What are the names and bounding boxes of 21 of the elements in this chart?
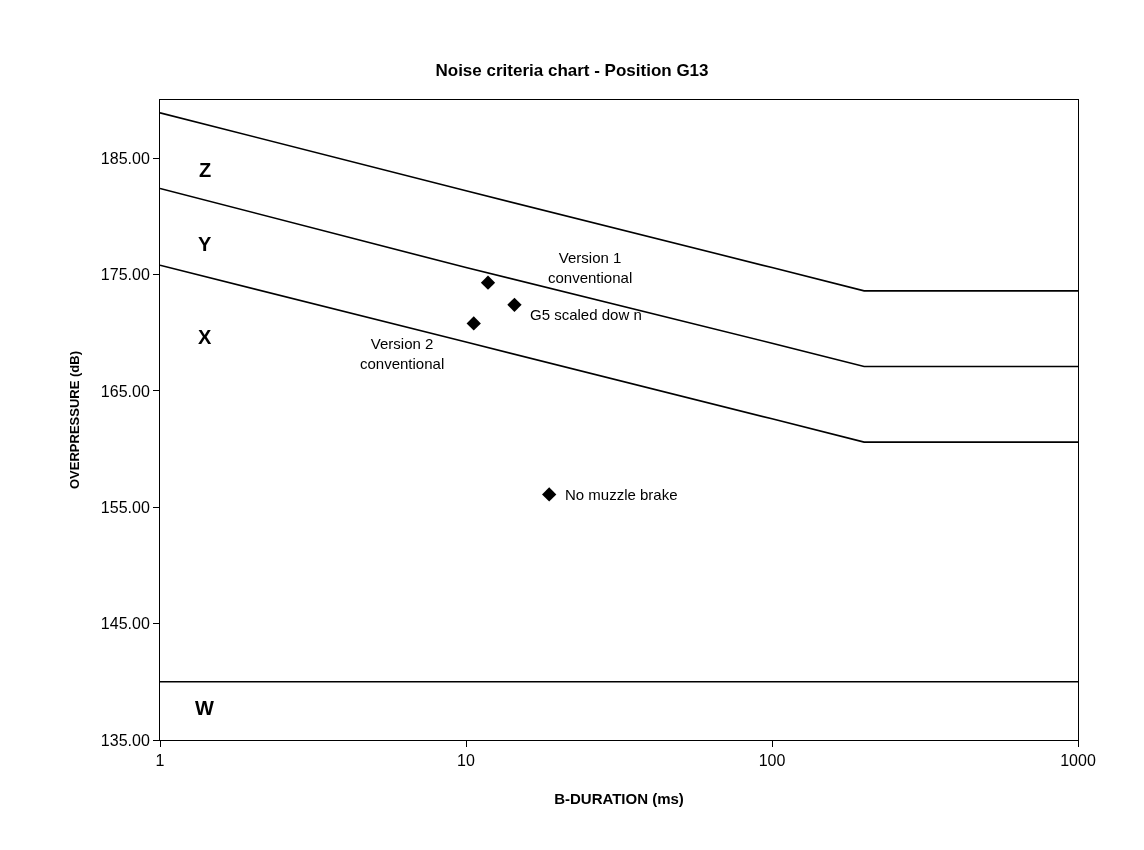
y-axis-title: OVERPRESSURE (dB) bbox=[66, 351, 82, 489]
x-tick-label: 1000 bbox=[1060, 752, 1096, 770]
annotation: G5 scaled dow n bbox=[530, 306, 642, 323]
x-tick-label: 1 bbox=[155, 752, 165, 770]
x-axis-title: B-DURATION (ms) bbox=[554, 790, 684, 808]
y-tick-label: 135.00 bbox=[100, 731, 150, 749]
chart-title: Noise criteria chart - Position G13 bbox=[435, 60, 709, 80]
annotation: Version 2 conventional bbox=[360, 335, 445, 372]
y-tick-label: 145.00 bbox=[100, 615, 150, 633]
annotation: X bbox=[198, 326, 212, 348]
x-tick-label: 100 bbox=[758, 752, 786, 770]
x-tick-label: 10 bbox=[457, 752, 475, 770]
annotation: Z bbox=[199, 159, 212, 181]
y-tick-label: 185.00 bbox=[100, 149, 150, 167]
annotation: Y bbox=[198, 233, 212, 255]
annotation: Version 1 conventional bbox=[548, 249, 633, 286]
y-tick-label: 165.00 bbox=[100, 382, 150, 400]
annotation: W bbox=[195, 697, 214, 719]
annotation: No muzzle brake bbox=[565, 486, 678, 503]
y-tick-label: 175.00 bbox=[100, 266, 150, 284]
y-tick-label: 155.00 bbox=[100, 498, 150, 516]
